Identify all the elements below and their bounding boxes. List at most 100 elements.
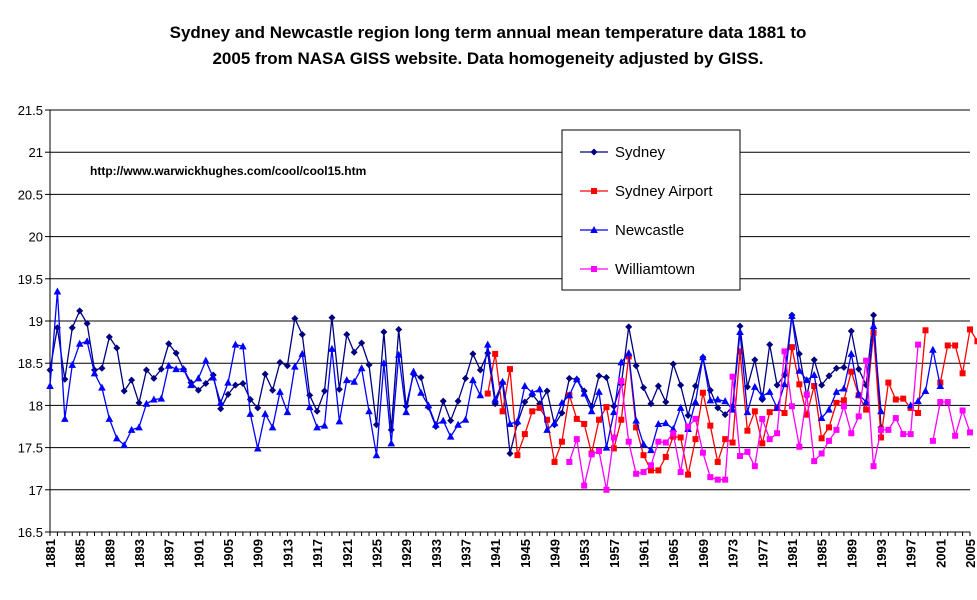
newcastle-point: [291, 362, 299, 370]
williamtown-point: [699, 449, 706, 456]
williamtown-point: [707, 474, 714, 481]
williamtown-point: [915, 341, 922, 348]
y-tick-label: 20.5: [18, 187, 43, 202]
williamtown-point: [848, 430, 855, 437]
x-tick-label: 1925: [369, 539, 384, 568]
y-tick-label: 16.5: [18, 525, 43, 540]
newcastle-point: [313, 423, 321, 431]
newcastle-point: [914, 397, 922, 405]
x-tick-label: 1993: [874, 539, 889, 568]
sydney-point: [239, 379, 247, 387]
sydney-point: [172, 349, 180, 357]
newcastle-point: [699, 353, 707, 361]
newcastle-point: [528, 388, 537, 396]
williamtown-point: [566, 458, 573, 465]
sydney-airport-point: [848, 368, 855, 375]
sydney-point: [632, 362, 640, 370]
newcastle-point: [83, 337, 91, 345]
sydney-airport-point: [685, 471, 692, 478]
sydney-point: [773, 381, 781, 389]
sydney-point: [135, 399, 143, 407]
newcastle-point: [261, 409, 269, 417]
sydney-airport-point: [633, 424, 640, 431]
williamtown-point: [870, 463, 877, 470]
newcastle-point: [342, 376, 351, 384]
sydney-point: [150, 374, 158, 382]
sydney-airport-point: [558, 438, 565, 445]
williamtown-point: [655, 438, 662, 445]
sydney-point: [298, 331, 306, 339]
newcastle-point: [231, 340, 240, 348]
newcastle-point: [639, 440, 648, 448]
sydney-airport-point: [915, 409, 922, 416]
williamtown-point: [937, 399, 944, 406]
sydney-point: [766, 341, 774, 349]
sydney-airport-point: [900, 395, 907, 402]
y-tick-label: 17: [29, 483, 43, 498]
newcastle-point: [780, 380, 789, 388]
newcastle-point: [105, 414, 114, 422]
sydney-point: [543, 387, 551, 395]
williamtown-point: [818, 450, 825, 457]
williamtown-point: [944, 399, 951, 406]
sydney-airport-line: [487, 330, 927, 475]
sydney-point: [736, 322, 744, 330]
newcastle-point: [936, 381, 945, 389]
sydney-point: [647, 400, 655, 408]
newcastle-point: [558, 398, 566, 406]
williamtown-point: [610, 434, 617, 441]
sydney-point: [721, 411, 729, 419]
sydney-airport-point: [603, 404, 610, 411]
newcastle-point: [691, 398, 700, 406]
sydney-point: [840, 363, 848, 371]
axes: 16.5 17 17.5 18 18.5 19 19.5 20 20.5 21 21.5 1881 18…: [18, 103, 977, 568]
williamtown-point: [967, 429, 973, 436]
williamtown-point: [596, 447, 603, 454]
series-williamtown: [566, 341, 973, 493]
williamtown-point: [625, 438, 632, 445]
x-tick-label: 1997: [904, 539, 919, 568]
sydney-airport-point: [788, 344, 795, 351]
williamtown-point: [833, 426, 840, 433]
sydney-airport-point: [521, 431, 528, 438]
sydney-point: [328, 314, 336, 322]
legend-box: [561, 129, 741, 291]
newcastle-point: [120, 441, 128, 449]
newcastle-point: [840, 384, 848, 392]
sydney-airport-point: [581, 420, 588, 427]
newcastle-point: [46, 381, 54, 389]
newcastle-point: [335, 417, 344, 425]
newcastle-point: [506, 419, 514, 427]
newcastle-point: [424, 401, 433, 409]
newcastle-point: [402, 408, 410, 416]
sydney-point: [855, 365, 863, 373]
sydney-point: [684, 412, 692, 420]
newcastle-point: [476, 391, 485, 399]
series-sydney-airport: [484, 326, 977, 478]
newcastle-point: [788, 311, 796, 319]
sydney-airport-point: [544, 416, 551, 423]
sydney-point: [558, 409, 566, 417]
sydney-point: [283, 362, 291, 370]
sydney-point: [461, 374, 469, 382]
williamtown-point: [751, 463, 758, 470]
newcastle-point: [194, 374, 203, 382]
newcastle-point: [862, 398, 870, 406]
newcastle-point: [921, 387, 930, 395]
newcastle-point: [328, 344, 336, 352]
newcastle-point: [743, 408, 752, 416]
sydney-airport-point: [677, 434, 684, 441]
newcastle-point: [610, 408, 618, 416]
williamtown-point: [907, 431, 914, 438]
sydney-point: [335, 385, 343, 393]
newcastle-point: [535, 385, 544, 393]
x-tick-label: 1933: [429, 539, 444, 568]
sydney-point: [350, 348, 358, 356]
williamtown-point: [603, 486, 610, 493]
sydney-point: [276, 358, 284, 366]
x-tick-label: 1929: [399, 539, 414, 568]
sydney-airport-point: [751, 408, 758, 415]
x-tick-label: 1945: [518, 539, 533, 568]
y-tick-label: 21.5: [18, 103, 43, 118]
